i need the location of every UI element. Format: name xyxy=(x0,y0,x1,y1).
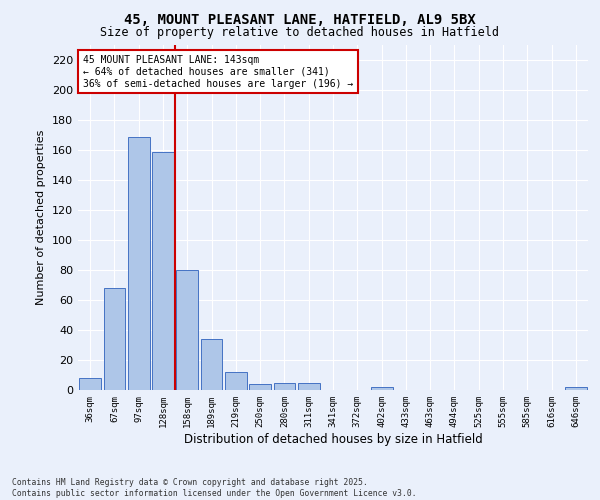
Bar xyxy=(249,384,271,390)
Bar xyxy=(274,382,295,390)
Bar xyxy=(128,136,149,390)
Bar xyxy=(298,382,320,390)
Text: 45, MOUNT PLEASANT LANE, HATFIELD, AL9 5BX: 45, MOUNT PLEASANT LANE, HATFIELD, AL9 5… xyxy=(124,12,476,26)
Bar xyxy=(371,387,392,390)
Text: Contains HM Land Registry data © Crown copyright and database right 2025.
Contai: Contains HM Land Registry data © Crown c… xyxy=(12,478,416,498)
Bar xyxy=(200,339,223,390)
Bar xyxy=(152,152,174,390)
Text: 45 MOUNT PLEASANT LANE: 143sqm
← 64% of detached houses are smaller (341)
36% of: 45 MOUNT PLEASANT LANE: 143sqm ← 64% of … xyxy=(83,56,353,88)
Y-axis label: Number of detached properties: Number of detached properties xyxy=(37,130,46,305)
Bar xyxy=(79,378,101,390)
Bar xyxy=(104,288,125,390)
Bar xyxy=(225,372,247,390)
X-axis label: Distribution of detached houses by size in Hatfield: Distribution of detached houses by size … xyxy=(184,432,482,446)
Bar xyxy=(565,387,587,390)
Text: Size of property relative to detached houses in Hatfield: Size of property relative to detached ho… xyxy=(101,26,499,39)
Bar xyxy=(176,270,198,390)
